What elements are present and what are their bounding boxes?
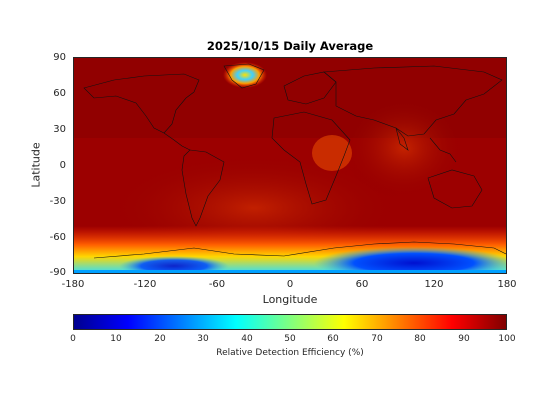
antarctica-outline (93, 241, 506, 259)
x-axis-label: Longitude (262, 293, 318, 306)
colorbar-tick-label: 0 (70, 334, 76, 344)
india-outline (395, 127, 409, 151)
x-tick-label: -180 (61, 279, 85, 290)
greenland-outline (223, 63, 265, 89)
y-tick-label: -90 (49, 267, 66, 278)
colorbar-tick-label: 70 (371, 334, 383, 344)
coastlines (83, 63, 506, 259)
central-america-outline (163, 132, 191, 151)
east-africa-patch (312, 135, 352, 171)
colorbar-tick-label: 50 (284, 334, 296, 344)
colorbar-tick-label: 40 (241, 334, 253, 344)
antarctica-blue-east (314, 247, 506, 273)
x-tick-label: -120 (133, 279, 157, 290)
x-tick-label: 120 (424, 279, 444, 290)
y-tick-label: 90 (53, 52, 66, 63)
colorbar-tick-label: 80 (414, 334, 426, 344)
antarctica-blue-west (119, 256, 229, 273)
asia-outline (323, 65, 503, 137)
greenland-anomaly (223, 62, 267, 88)
indian-ocean-band (344, 98, 464, 198)
y-tick-label: -30 (49, 196, 66, 207)
north-america-outline (83, 73, 200, 134)
x-tick-label: 60 (355, 279, 369, 290)
colorbar-tick-label: 10 (110, 334, 122, 344)
south-america-outline (181, 149, 225, 227)
x-tick-label: 0 (286, 279, 294, 290)
australia-outline (427, 169, 483, 209)
colorbar-label: Relative Detection Efficiency (%) (216, 348, 364, 358)
chart-title: 2025/10/15 Daily Average (206, 39, 374, 53)
y-tick-label: 60 (53, 88, 66, 99)
y-tick-label: 0 (59, 160, 66, 171)
africa-outline (271, 111, 351, 205)
map-plot-area (73, 57, 507, 274)
colorbar (73, 314, 507, 330)
europe-outline (283, 71, 337, 105)
x-tick-label: 180 (497, 279, 517, 290)
x-tick-label: -60 (208, 279, 226, 290)
map-svg (74, 58, 506, 273)
colorbar-tick-label: 100 (498, 334, 516, 344)
colorbar-tick-label: 60 (327, 334, 339, 344)
southeast-asia-outline (429, 137, 457, 163)
colorbar-tick-label: 20 (154, 334, 166, 344)
y-tick-label: 30 (53, 124, 66, 135)
y-axis-label: Latitude (29, 142, 43, 188)
y-tick-label: -60 (49, 232, 66, 243)
colorbar-tick-label: 90 (458, 334, 470, 344)
colorbar-tick-label: 30 (197, 334, 209, 344)
south-pole-strip (74, 270, 506, 273)
